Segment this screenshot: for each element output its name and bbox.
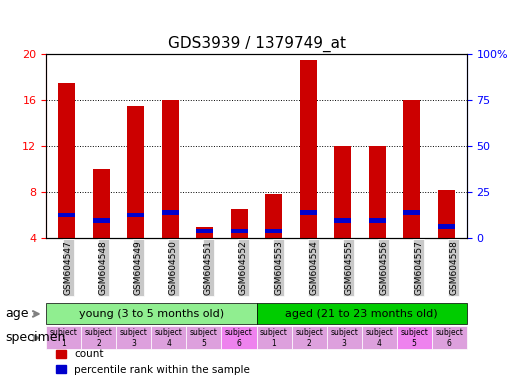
- Bar: [265, 229, 282, 233]
- Bar: [300, 60, 317, 238]
- Bar: [265, 194, 282, 238]
- Text: young (3 to 5 months old): young (3 to 5 months old): [79, 309, 224, 319]
- Text: subject
3: subject 3: [120, 328, 148, 348]
- Legend: count, percentile rank within the sample: count, percentile rank within the sample: [51, 345, 254, 379]
- Bar: [93, 169, 110, 238]
- Text: GSM604553: GSM604553: [274, 240, 283, 295]
- Bar: [196, 227, 213, 238]
- Title: GDS3939 / 1379749_at: GDS3939 / 1379749_at: [168, 36, 345, 52]
- Text: subject
6: subject 6: [225, 328, 253, 348]
- Bar: [438, 190, 455, 238]
- Bar: [300, 210, 317, 215]
- Text: GSM604547: GSM604547: [64, 240, 73, 295]
- Bar: [127, 213, 145, 217]
- Text: subject
5: subject 5: [400, 328, 428, 348]
- Bar: [231, 209, 248, 238]
- Bar: [438, 224, 455, 229]
- Text: subject
6: subject 6: [436, 328, 463, 348]
- Text: subject
2: subject 2: [295, 328, 323, 348]
- Bar: [93, 218, 110, 223]
- Bar: [368, 218, 386, 223]
- Text: GSM604549: GSM604549: [134, 240, 143, 295]
- Bar: [58, 213, 75, 217]
- Text: GSM604551: GSM604551: [204, 240, 213, 295]
- Bar: [403, 210, 420, 215]
- Bar: [368, 146, 386, 238]
- Text: subject
4: subject 4: [155, 328, 183, 348]
- Bar: [127, 106, 145, 238]
- Bar: [162, 210, 179, 215]
- Bar: [196, 229, 213, 233]
- Bar: [334, 218, 351, 223]
- Text: aged (21 to 23 months old): aged (21 to 23 months old): [285, 309, 438, 319]
- Text: GSM604548: GSM604548: [98, 240, 108, 295]
- Text: subject
1: subject 1: [260, 328, 288, 348]
- Text: GSM604554: GSM604554: [309, 240, 318, 295]
- Text: subject
4: subject 4: [365, 328, 393, 348]
- Bar: [334, 146, 351, 238]
- Text: GSM604555: GSM604555: [344, 240, 353, 295]
- Text: GSM604552: GSM604552: [239, 240, 248, 295]
- Text: subject
3: subject 3: [330, 328, 358, 348]
- Text: subject
2: subject 2: [85, 328, 113, 348]
- Text: age: age: [5, 308, 29, 320]
- Text: GSM604550: GSM604550: [169, 240, 178, 295]
- Text: subject
1: subject 1: [50, 328, 77, 348]
- Text: subject
5: subject 5: [190, 328, 218, 348]
- Bar: [231, 229, 248, 233]
- Text: specimen: specimen: [5, 331, 66, 344]
- Bar: [403, 100, 420, 238]
- Bar: [162, 100, 179, 238]
- Bar: [58, 83, 75, 238]
- Text: GSM604557: GSM604557: [414, 240, 423, 295]
- Text: GSM604558: GSM604558: [449, 240, 458, 295]
- Text: GSM604556: GSM604556: [379, 240, 388, 295]
